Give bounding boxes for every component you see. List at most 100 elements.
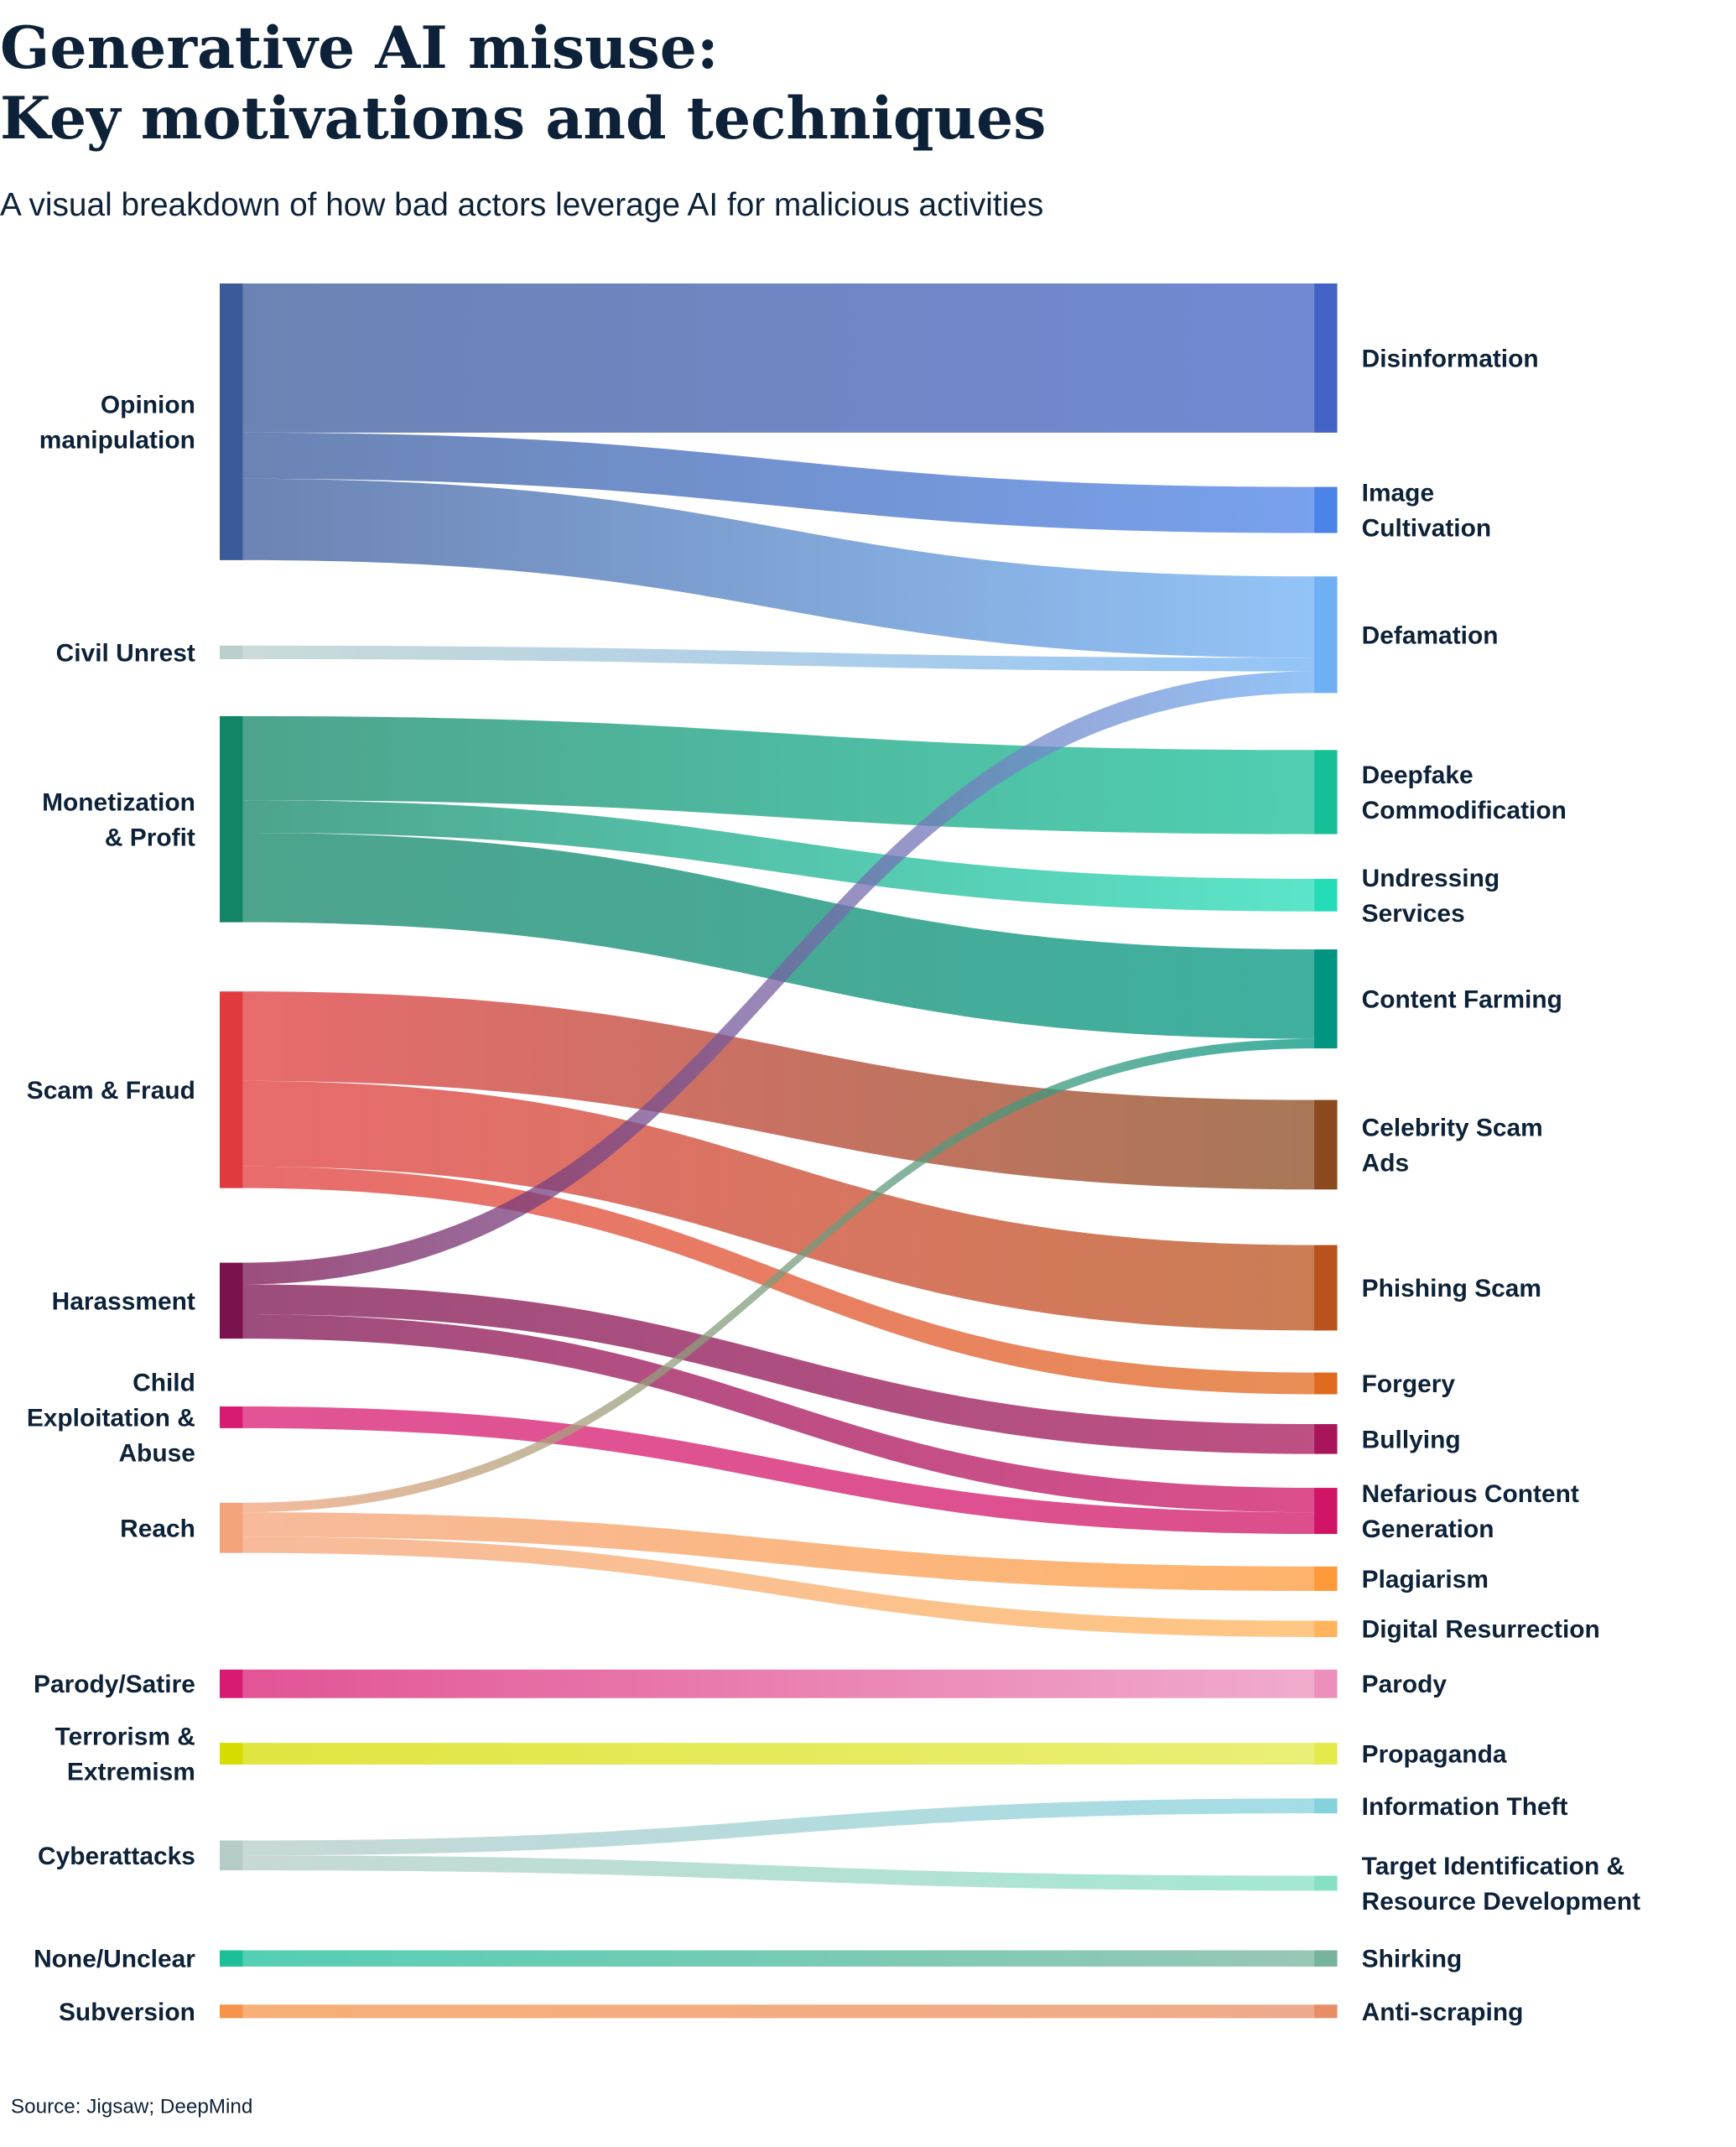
flow-child-to-nefar — [242, 1406, 1315, 1535]
source-node-terror-label: Extremism — [67, 1759, 195, 1786]
target-node-infotheft — [1314, 1798, 1338, 1814]
target-node-content — [1314, 949, 1338, 1049]
target-node-bully — [1314, 1424, 1338, 1454]
target-node-forgery-label: Forgery — [1362, 1370, 1456, 1398]
target-node-undress-label: Undressing — [1362, 865, 1500, 892]
target-node-parody-label: Parody — [1362, 1671, 1448, 1698]
target-node-disinfo-label: Disinformation — [1362, 345, 1539, 372]
target-node-shirk — [1314, 1950, 1338, 1967]
flow-harass-to-nefar — [242, 1314, 1315, 1513]
target-node-nefar — [1314, 1488, 1338, 1535]
flow-monet-to-content — [242, 832, 1315, 1039]
target-node-image — [1314, 486, 1338, 533]
source-node-subv — [219, 2004, 243, 2019]
target-node-target-label: Target Identification & — [1362, 1853, 1624, 1880]
flow-parodysat-to-parody — [242, 1669, 1315, 1698]
target-node-deepfake — [1314, 750, 1338, 834]
target-node-parody — [1314, 1669, 1338, 1698]
source-node-none-label: None/Unclear — [34, 1946, 195, 1973]
source-node-civil — [219, 645, 243, 659]
target-node-propag — [1314, 1743, 1338, 1765]
source-node-child-label: Child — [133, 1369, 195, 1396]
flow-opinion-to-image — [242, 432, 1315, 533]
flow-cyber-to-infotheft — [242, 1798, 1315, 1856]
target-node-disinfo — [1314, 283, 1338, 433]
target-node-nefar-label: Generation — [1362, 1515, 1494, 1543]
source-node-child-label: Exploitation & — [27, 1404, 195, 1432]
target-node-defam-label: Defamation — [1362, 621, 1499, 649]
flow-cyber-to-target — [242, 1855, 1315, 1891]
target-node-celeb — [1314, 1099, 1338, 1190]
target-node-bully-label: Bullying — [1362, 1426, 1461, 1453]
target-node-image-label: Image — [1362, 480, 1434, 507]
chart-title-line-2: Key motivations and techniques — [0, 85, 1046, 153]
target-node-defam — [1314, 576, 1338, 694]
flow-none-to-shirk — [242, 1950, 1315, 1967]
flow-opinion-to-disinfo — [242, 283, 1315, 433]
target-node-anti-label: Anti-scraping — [1362, 1999, 1524, 2026]
source-node-reach — [219, 1502, 243, 1553]
flow-harass-to-bully — [242, 1284, 1315, 1454]
source-node-child-label: Abuse — [118, 1440, 195, 1468]
target-node-forgery — [1314, 1372, 1338, 1395]
source-node-opinion-label: manipulation — [39, 426, 195, 454]
target-node-deepfake-label: Commodification — [1362, 797, 1567, 824]
flow-reach-to-content — [242, 1038, 1315, 1513]
target-node-digres-label: Digital Resurrection — [1362, 1616, 1600, 1644]
source-node-opinion — [219, 283, 243, 560]
target-node-anti — [1314, 2004, 1338, 2019]
flow-terror-to-propag — [242, 1743, 1315, 1765]
source-node-harass — [219, 1262, 243, 1339]
target-node-plag-label: Plagiarism — [1362, 1566, 1489, 1593]
target-node-content-label: Content Farming — [1362, 986, 1562, 1014]
source-node-harass-label: Harassment — [52, 1287, 195, 1315]
target-node-image-label: Cultivation — [1362, 515, 1492, 543]
labels-layer: Opinion manipulation Civil Unrest Monetizat… — [27, 345, 1640, 2025]
flow-scam-to-phish — [242, 1080, 1315, 1331]
source-note: Source: Jigsaw; DeepMind — [11, 2096, 252, 2118]
target-node-target-label: Resource Development — [1362, 1888, 1640, 1916]
target-node-undress-label: Services — [1362, 900, 1465, 928]
chart-subtitle: A visual breakdown of how bad actors lev… — [0, 187, 1043, 223]
target-node-celeb-label: Celebrity Scam — [1362, 1114, 1543, 1141]
flow-civil-to-defam — [242, 645, 1315, 672]
target-node-phish-label: Phishing Scam — [1362, 1275, 1541, 1302]
source-node-parodysat-label: Parody/Satire — [34, 1671, 195, 1698]
source-node-none — [219, 1950, 243, 1967]
flow-harass-to-defam — [242, 671, 1315, 1285]
flow-monet-to-deepfake — [242, 715, 1315, 834]
source-node-reach-label: Reach — [120, 1515, 195, 1542]
source-node-cyber-label: Cyberattacks — [38, 1843, 195, 1870]
source-node-scam-label: Scam & Fraud — [27, 1077, 195, 1105]
flow-reach-to-plag — [242, 1512, 1315, 1591]
source-node-monet-label: Monetization — [42, 788, 195, 816]
target-node-infotheft-label: Information Theft — [1362, 1793, 1568, 1821]
chart-title-line-1: Generative AI misuse: — [0, 14, 719, 82]
source-node-parodysat — [219, 1669, 243, 1698]
target-node-undress — [1314, 878, 1338, 912]
target-node-celeb-label: Ads — [1362, 1149, 1410, 1177]
flow-opinion-to-defam — [242, 478, 1315, 658]
source-node-subv-label: Subversion — [59, 1999, 195, 2026]
flows-layer — [242, 283, 1315, 2019]
source-node-civil-label: Civil Unrest — [56, 639, 195, 667]
flow-subv-to-anti — [242, 2004, 1315, 2019]
source-node-terror-label: Terrorism & — [55, 1723, 195, 1751]
source-node-monet-label: & Profit — [105, 824, 195, 851]
target-node-nefar-label: Nefarious Content — [1362, 1480, 1579, 1508]
nodes-layer — [219, 283, 1338, 2019]
source-node-opinion-label: Opinion — [101, 391, 195, 418]
target-node-propag-label: Propaganda — [1362, 1741, 1507, 1769]
target-node-deepfake-label: Deepfake — [1362, 762, 1474, 789]
target-node-phish — [1314, 1245, 1338, 1331]
target-node-target — [1314, 1875, 1338, 1891]
target-node-digres — [1314, 1620, 1338, 1637]
target-node-shirk-label: Shirking — [1362, 1946, 1463, 1973]
source-node-scam — [219, 991, 243, 1188]
flow-monet-to-undress — [242, 800, 1315, 912]
source-node-monet — [219, 715, 243, 923]
target-node-plag — [1314, 1566, 1338, 1591]
source-node-child — [219, 1406, 243, 1428]
source-node-terror — [219, 1743, 243, 1765]
